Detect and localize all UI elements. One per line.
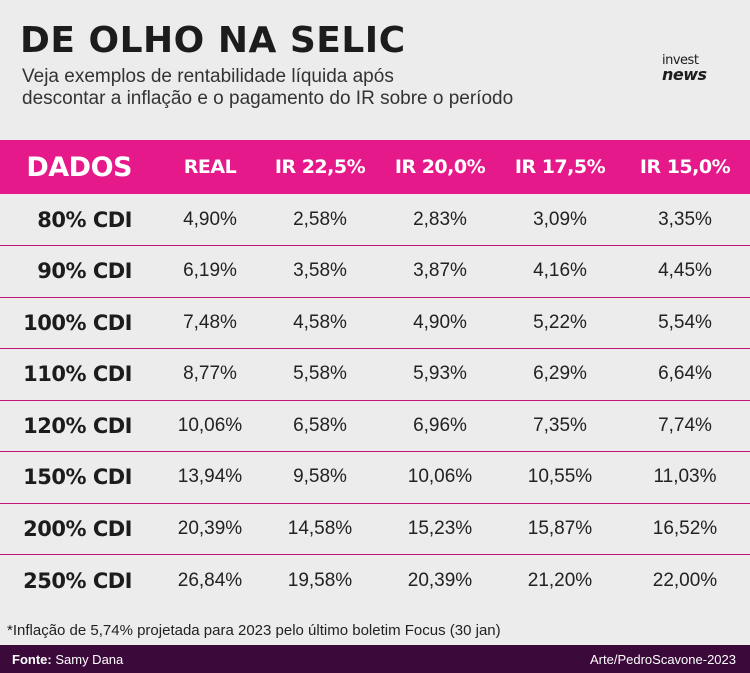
cell-ir-17-5: 10,55% [527,466,593,488]
cell-ir-20-0: 3,87% [413,260,467,282]
row-label: 120% CDI [23,413,132,438]
page-title: DE OLHO NA SELIC [20,20,406,61]
selic-yield-table: DADOS REAL IR 22,5% IR 20,0% IR 17,5% IR… [0,140,750,606]
cell-ir-20-0: 10,06% [407,466,473,488]
table-row: 80% CDI 4,90% 2,58% 2,83% 3,09% 3,35% [0,194,750,246]
cell-ir-20-0: 4,90% [413,311,467,333]
column-header-dados: DADOS [26,151,132,183]
inflation-footnote: *Inflação de 5,74% projetada para 2023 p… [7,622,501,639]
cell-real: 8,77% [183,363,237,385]
art-credit: Arte/PedroScavone-2023 [590,652,736,667]
subtitle-line-2: descontar a inflação e o pagamento do IR… [22,88,514,109]
cell-ir-15-0: 7,74% [658,414,712,436]
row-label: 200% CDI [23,516,132,541]
cell-real: 20,39% [177,517,243,539]
cell-ir-17-5: 4,16% [533,260,587,282]
table-row: 250% CDI 26,84% 19,58% 20,39% 21,20% 22,… [0,555,750,607]
row-label: 80% CDI [37,207,132,232]
row-label: 150% CDI [23,465,132,490]
row-label: 100% CDI [23,310,132,335]
column-header-ir-15-0: IR 15,0% [639,156,731,178]
source-credit: Fonte: Samy Dana [12,652,123,667]
cell-ir-20-0: 15,23% [407,517,473,539]
cell-ir-22-5: 5,58% [293,363,347,385]
cell-ir-17-5: 15,87% [527,517,593,539]
source-value: Samy Dana [55,652,124,667]
investnews-logo: invest news [662,53,722,84]
table-row: 110% CDI 8,77% 5,58% 5,93% 6,29% 6,64% [0,349,750,400]
cell-real: 7,48% [183,311,237,333]
cell-ir-22-5: 14,58% [287,517,353,539]
logo-text-invest: invest [662,53,699,68]
cell-ir-20-0: 5,93% [413,363,467,385]
cell-ir-22-5: 4,58% [293,311,347,333]
table-header-row: DADOS REAL IR 22,5% IR 20,0% IR 17,5% IR… [0,140,750,194]
cell-ir-17-5: 5,22% [533,311,587,333]
cell-ir-17-5: 7,35% [533,414,587,436]
cell-ir-15-0: 3,35% [658,208,712,230]
cell-real: 6,19% [183,260,237,282]
logo-text-news: news [662,65,707,84]
table-row: 100% CDI 7,48% 4,58% 4,90% 5,22% 5,54% [0,297,750,349]
table-row: 90% CDI 6,19% 3,58% 3,87% 4,16% 4,45% [0,246,750,297]
cell-ir-15-0: 16,52% [652,517,718,539]
page-subtitle: Veja exemplos de rentabilidade líquida a… [22,66,622,110]
cell-ir-22-5: 3,58% [293,260,347,282]
cell-ir-20-0: 20,39% [407,569,473,591]
cell-ir-22-5: 9,58% [293,466,347,488]
cell-ir-15-0: 22,00% [652,569,718,591]
column-header-ir-22-5: IR 22,5% [274,156,366,178]
table-row: 150% CDI 13,94% 9,58% 10,06% 10,55% 11,0… [0,452,750,503]
table-row: 120% CDI 10,06% 6,58% 6,96% 7,35% 7,74% [0,400,750,452]
subtitle-line-1: Veja exemplos de rentabilidade líquida a… [22,66,394,87]
row-label: 110% CDI [23,362,132,387]
column-header-ir-20-0: IR 20,0% [394,156,486,178]
cell-ir-15-0: 5,54% [658,311,712,333]
cell-real: 26,84% [177,569,243,591]
cell-ir-17-5: 21,20% [527,569,593,591]
cell-ir-15-0: 6,64% [658,363,712,385]
cell-real: 4,90% [183,208,237,230]
row-label: 250% CDI [23,568,132,593]
row-label: 90% CDI [37,259,132,284]
cell-ir-17-5: 3,09% [533,208,587,230]
cell-ir-17-5: 6,29% [533,363,587,385]
table-row: 200% CDI 20,39% 14,58% 15,23% 15,87% 16,… [0,503,750,555]
cell-ir-15-0: 11,03% [653,466,717,488]
cell-ir-20-0: 6,96% [413,414,467,436]
cell-ir-22-5: 2,58% [293,208,347,230]
cell-ir-22-5: 6,58% [293,414,347,436]
column-header-ir-17-5: IR 17,5% [514,156,606,178]
cell-ir-22-5: 19,58% [287,569,353,591]
cell-real: 13,94% [177,466,243,488]
cell-ir-15-0: 4,45% [658,260,712,282]
cell-ir-20-0: 2,83% [413,208,467,230]
cell-real: 10,06% [177,414,243,436]
source-label: Fonte: [12,652,52,667]
column-header-real: REAL [183,156,237,178]
footer-bar: Fonte: Samy Dana Arte/PedroScavone-2023 [0,645,750,673]
